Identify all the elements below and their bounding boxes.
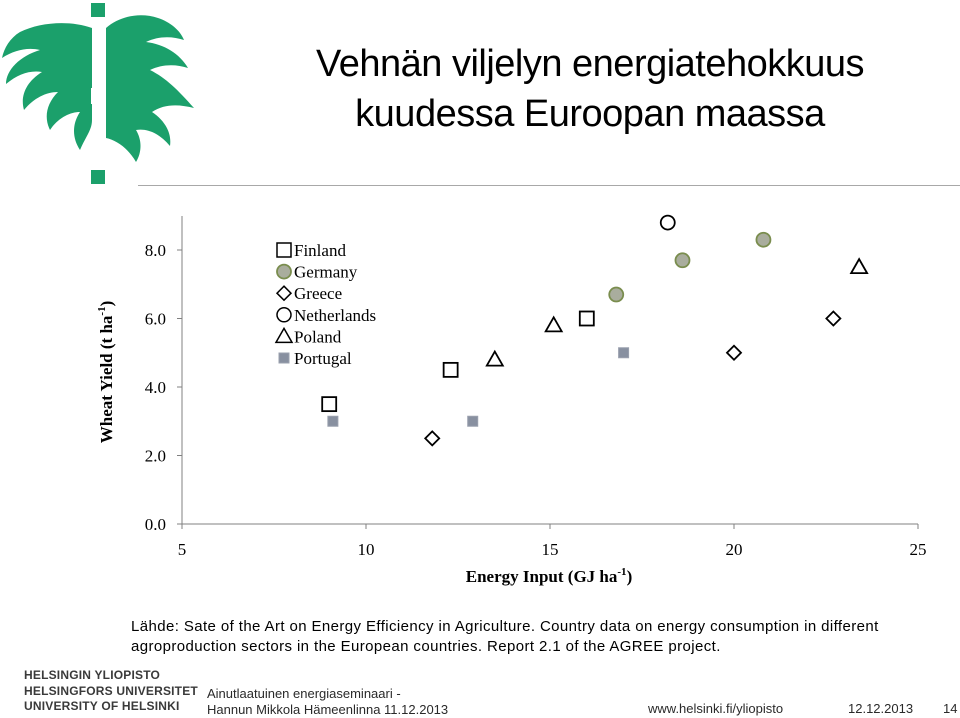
university-name-english: UNIVERSITY OF HELSINKI	[24, 699, 180, 713]
y-tick-label: 8.0	[145, 241, 166, 260]
chart-data-points	[321, 214, 869, 447]
data-point-germany	[674, 252, 691, 269]
logo-flame-left	[2, 23, 92, 150]
footer-date: 12.12.2013	[848, 701, 914, 716]
energy-yield-scatter-chart: 5 10 15 20 25 0.0 2.0 4.0 6.0 8.0 Finland Germany G…	[96, 214, 927, 586]
legend-label-portugal: Portugal	[294, 349, 352, 368]
data-point-finland	[321, 396, 338, 413]
data-point-germany	[755, 231, 772, 248]
data-point-netherlands	[659, 214, 676, 231]
data-point-greece	[725, 344, 743, 362]
footer-url-link[interactable]: www.helsinki.fi/yliopisto	[648, 701, 784, 716]
legend-entry-poland: Poland	[274, 326, 342, 346]
data-point-poland	[485, 349, 505, 367]
university-name-finnish: HELSINGIN YLIOPISTO	[24, 668, 161, 682]
data-point-greece	[423, 430, 441, 447]
chart-axes	[177, 216, 919, 529]
chart-legend: Finland Germany Greece Netherlands Poland Por…	[274, 241, 376, 368]
legend-marker-finland	[276, 242, 292, 258]
legend-label-greece: Greece	[294, 284, 342, 303]
legend-entry-germany: Germany	[276, 263, 358, 282]
y-tick-label: 4.0	[145, 378, 166, 397]
chart-tick-labels: 5 10 15 20 25 0.0 2.0 4.0 6.0 8.0	[145, 241, 927, 559]
x-tick-label: 25	[910, 540, 927, 559]
data-point-germany	[608, 286, 625, 303]
legend-label-finland: Finland	[294, 241, 346, 260]
slide-page-number: 14	[943, 701, 958, 716]
data-point-portugal	[618, 347, 630, 359]
x-tick-label: 15	[542, 540, 559, 559]
legend-marker-poland	[274, 326, 294, 344]
source-citation: Lähde: Sate of the Art on Energy Efficie…	[131, 618, 879, 655]
legend-entry-finland: Finland	[276, 241, 346, 260]
footer-seminar-line-2: Hannun Mikkola Hämeenlinna 11.12.2013	[207, 702, 449, 717]
legend-marker-greece	[275, 285, 293, 302]
legend-label-germany: Germany	[294, 263, 358, 282]
legend-label-poland: Poland	[294, 327, 342, 346]
y-tick-label: 0.0	[145, 515, 166, 534]
x-tick-label: 10	[358, 540, 375, 559]
data-point-finland	[442, 361, 459, 378]
data-point-greece	[825, 310, 842, 327]
university-name-block: HELSINGIN YLIOPISTO HELSINGFORS UNIVERSI…	[24, 668, 198, 715]
university-name-swedish: HELSINGFORS UNIVERSITET	[24, 683, 198, 698]
logo-square-top	[91, 3, 105, 17]
y-tick-label: 6.0	[145, 310, 166, 329]
y-axis-label: Wheat Yield (t ha-1)	[96, 301, 116, 444]
logo-square-bottom	[91, 170, 105, 184]
legend-entry-netherlands: Netherlands	[276, 306, 376, 325]
x-tick-label: 20	[726, 540, 743, 559]
x-tick-label: 5	[178, 540, 187, 559]
data-point-poland	[544, 315, 564, 333]
title-divider	[138, 185, 960, 186]
footer-seminar-line-1: Ainutlaatuinen energiaseminaari -	[207, 686, 401, 701]
legend-entry-greece: Greece	[275, 284, 342, 303]
footer-seminar: Ainutlaatuinen energiaseminaari - Hannun…	[207, 686, 448, 718]
legend-entry-portugal: Portugal	[278, 349, 352, 368]
y-tick-label: 2.0	[145, 447, 166, 466]
data-point-poland	[849, 257, 869, 275]
slide-title-line-2: kuudessa Euroopan maassa	[355, 93, 825, 135]
logo-gap-1	[91, 88, 105, 104]
data-point-finland	[578, 310, 595, 327]
logo-flame-right	[106, 15, 194, 163]
slide-title-line-1: Vehnän viljelyn energiatehokkuus	[315, 43, 865, 85]
data-point-portugal	[327, 415, 339, 427]
university-flame-logo	[2, 3, 194, 184]
legend-marker-portugal	[278, 352, 290, 364]
legend-marker-netherlands	[276, 307, 292, 323]
data-point-portugal	[467, 415, 479, 427]
legend-label-netherlands: Netherlands	[294, 306, 376, 325]
legend-marker-germany	[276, 263, 292, 280]
x-axis-label: Energy Input (GJ ha-1)	[466, 566, 632, 586]
